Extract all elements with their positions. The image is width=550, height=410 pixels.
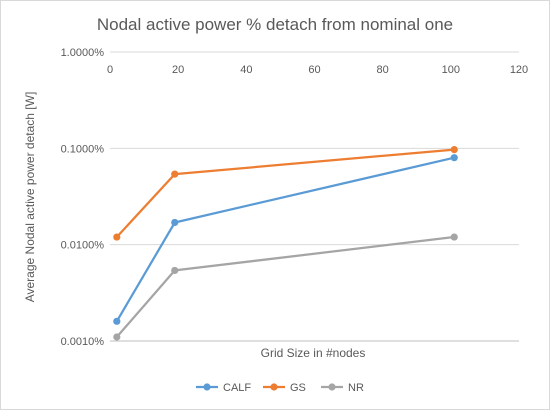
data-point-gs	[113, 233, 121, 241]
legend: CALF GS NR	[196, 382, 364, 394]
x-tick-label: 80	[377, 64, 389, 76]
y-tick-labels: 1.0000% 0.1000% 0.0100% 0.0010%	[61, 47, 105, 348]
legend-label-nr: NR	[348, 382, 364, 394]
x-tick-labels: 0 20 40 60 80 100 120	[107, 64, 528, 76]
x-tick-label: 20	[172, 64, 184, 76]
data-point-calf	[171, 218, 179, 227]
data-point-calf	[450, 154, 458, 162]
chart-title: Nodal active power % detach from nominal…	[97, 15, 453, 34]
series-line-gs	[115, 148, 455, 238]
y-tick-label: 0.0010%	[61, 336, 105, 348]
series-layer	[113, 146, 458, 341]
x-tick-label: 60	[308, 64, 320, 76]
data-point-nr	[113, 333, 121, 341]
y-tick-label: 0.1000%	[61, 143, 105, 155]
legend-label-calf: CALF	[223, 382, 251, 394]
data-point-calf	[113, 317, 121, 325]
x-tick-label: 100	[442, 64, 460, 76]
series-line-nr	[115, 235, 455, 338]
data-point-gs	[171, 170, 179, 178]
y-tick-label: 0.0100%	[61, 240, 105, 252]
y-axis-label: Average Nodal active power detach [W]	[23, 92, 37, 303]
grid	[110, 51, 519, 342]
data-point-nr	[450, 233, 458, 241]
legend-label-gs: GS	[290, 382, 306, 394]
x-axis-label: Grid Size in #nodes	[261, 346, 366, 360]
data-point-nr	[171, 266, 179, 275]
x-tick-label: 40	[240, 64, 252, 76]
legend-marker-nr	[328, 383, 336, 391]
y-tick-label: 1.0000%	[61, 47, 105, 59]
legend-marker-gs	[270, 383, 278, 391]
legend-marker-calf	[203, 383, 211, 391]
x-tick-label: 120	[510, 64, 528, 76]
x-tick-label: 0	[107, 64, 113, 76]
data-point-gs	[450, 146, 458, 154]
